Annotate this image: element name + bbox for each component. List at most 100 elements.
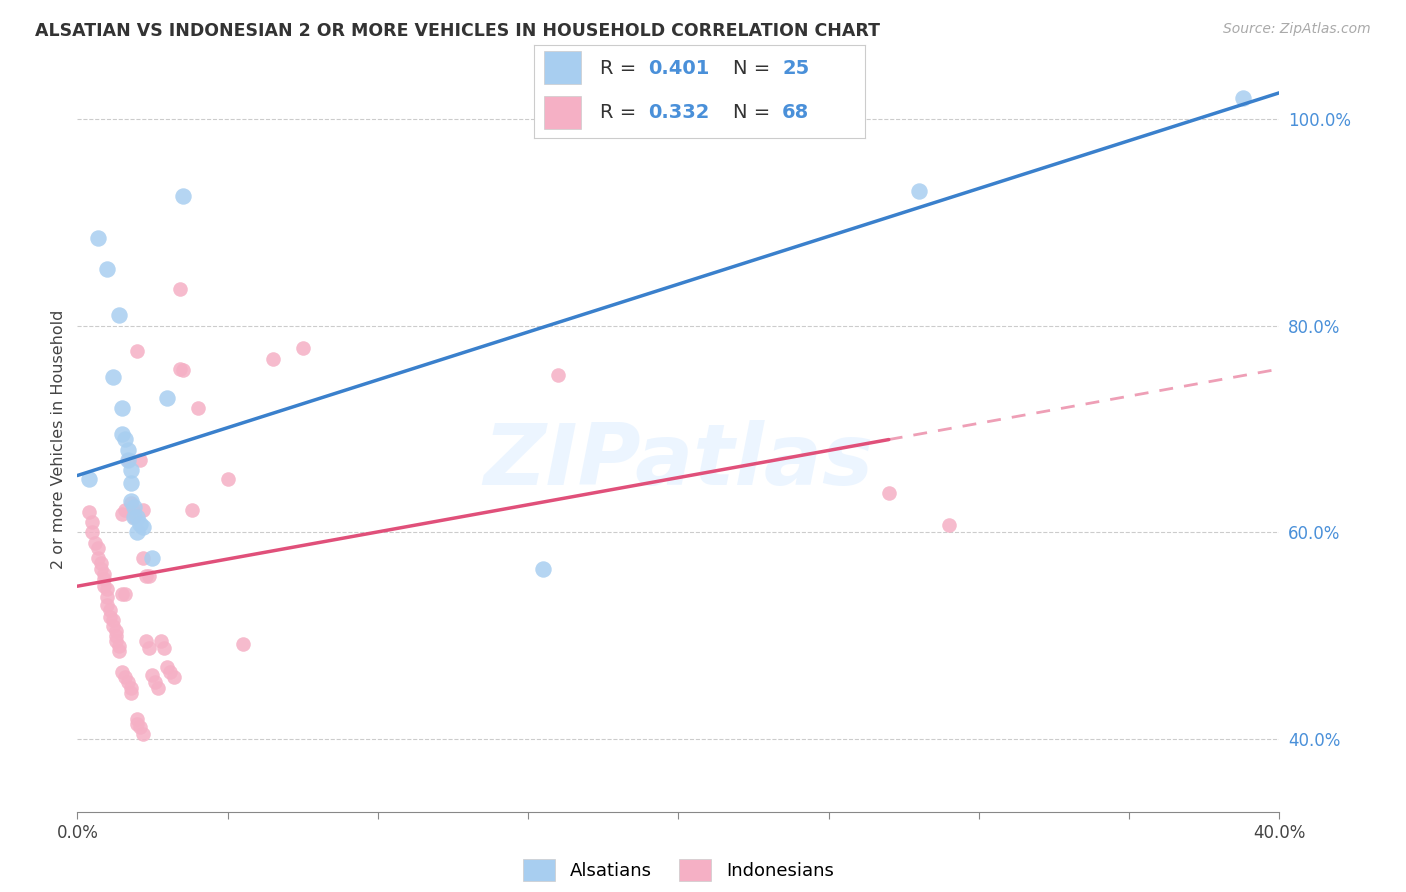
Point [127, 716, 149, 731]
Point [79, 505, 101, 519]
Point [187, 401, 209, 416]
Point [908, 184, 931, 198]
Point [291, 341, 314, 355]
Point [172, 363, 194, 377]
Point [93, 579, 115, 593]
Point [138, 569, 160, 583]
Text: 68: 68 [782, 103, 810, 122]
Text: 0.401: 0.401 [648, 59, 710, 78]
Point [79, 472, 101, 486]
Point [129, 517, 152, 532]
Point [96, 582, 118, 597]
Text: R =: R = [600, 103, 643, 122]
Point [132, 502, 155, 516]
Y-axis label: 2 or more Vehicles in Household: 2 or more Vehicles in Household [51, 310, 66, 569]
Point [120, 496, 142, 510]
Point [108, 644, 131, 658]
Point [531, 561, 554, 575]
Point [96, 598, 118, 612]
Point [124, 505, 146, 519]
Point [217, 472, 239, 486]
Point [103, 613, 125, 627]
Point [100, 603, 122, 617]
Point [93, 566, 115, 581]
Point [180, 502, 202, 516]
Point [120, 681, 142, 695]
Point [120, 463, 142, 477]
Point [129, 720, 152, 734]
Point [90, 557, 112, 571]
Point [877, 486, 900, 500]
Point [105, 629, 128, 643]
Point [938, 518, 960, 533]
Text: ZIPatlas: ZIPatlas [484, 420, 873, 503]
Point [127, 344, 149, 359]
Point [169, 282, 191, 296]
Point [114, 587, 136, 601]
Point [111, 587, 134, 601]
Point [172, 189, 194, 203]
Point [156, 391, 179, 405]
Point [148, 681, 170, 695]
Point [150, 634, 173, 648]
Point [120, 475, 142, 490]
Text: ALSATIAN VS INDONESIAN 2 OR MORE VEHICLES IN HOUSEHOLD CORRELATION CHART: ALSATIAN VS INDONESIAN 2 OR MORE VEHICLE… [35, 22, 880, 40]
Point [84, 535, 107, 549]
Point [105, 634, 128, 648]
Point [127, 525, 149, 540]
Point [141, 668, 163, 682]
Point [124, 509, 146, 524]
Point [135, 569, 157, 583]
Point [108, 639, 131, 653]
Point [120, 686, 142, 700]
Point [93, 572, 115, 586]
Point [114, 433, 136, 447]
Point [156, 660, 179, 674]
Point [162, 670, 184, 684]
Point [124, 509, 146, 524]
Point [138, 641, 160, 656]
Point [87, 541, 110, 555]
Point [159, 665, 181, 679]
FancyBboxPatch shape [544, 96, 581, 129]
Point [169, 362, 191, 376]
Point [141, 551, 163, 566]
Point [547, 368, 569, 383]
Point [111, 665, 134, 679]
Point [127, 509, 149, 524]
Text: R =: R = [600, 59, 643, 78]
Point [129, 453, 152, 467]
Point [96, 590, 118, 604]
Point [114, 502, 136, 516]
Point [100, 610, 122, 624]
Point [132, 520, 155, 534]
FancyBboxPatch shape [544, 51, 581, 84]
Point [1232, 91, 1254, 105]
Point [117, 442, 139, 457]
Point [82, 525, 104, 540]
Point [132, 727, 155, 741]
Point [127, 712, 149, 726]
Point [132, 551, 155, 566]
Point [82, 515, 104, 529]
Point [232, 637, 254, 651]
Point [108, 308, 131, 322]
Text: Source: ZipAtlas.com: Source: ZipAtlas.com [1223, 22, 1371, 37]
Point [124, 500, 146, 514]
Text: N =: N = [733, 59, 776, 78]
Point [111, 401, 134, 416]
Point [87, 551, 110, 566]
Point [117, 675, 139, 690]
Point [117, 453, 139, 467]
Point [87, 230, 110, 244]
Point [117, 453, 139, 467]
Point [96, 261, 118, 276]
Point [135, 634, 157, 648]
Point [111, 427, 134, 442]
Point [145, 675, 167, 690]
Point [153, 641, 176, 656]
Point [120, 494, 142, 508]
Legend: Alsatians, Indonesians: Alsatians, Indonesians [516, 852, 841, 888]
Text: N =: N = [733, 103, 776, 122]
Text: 25: 25 [782, 59, 810, 78]
